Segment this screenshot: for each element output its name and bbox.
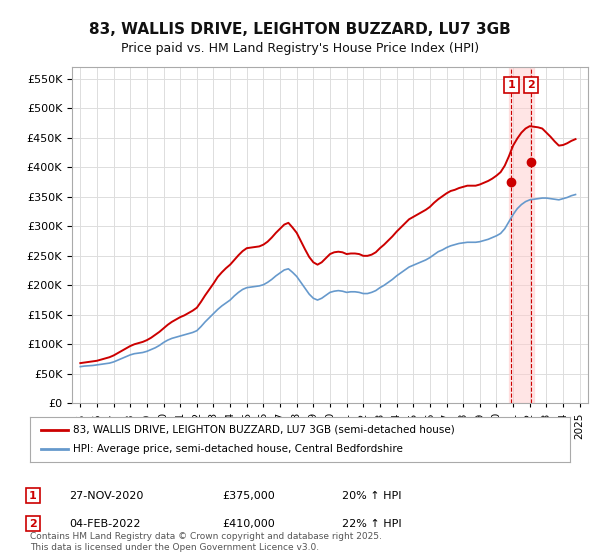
HPI: Average price, semi-detached house, Central Bedfordshire: (2.02e+03, 3.54e+05): Average price, semi-detached house, Cent… [572, 191, 579, 198]
HPI: Average price, semi-detached house, Central Bedfordshire: (2.02e+03, 3.45e+05): Average price, semi-detached house, Cent… [555, 197, 562, 203]
83, WALLIS DRIVE, LEIGHTON BUZZARD, LU7 3GB (semi-detached house) [572, 136, 579, 142]
HPI: Average price, semi-detached house, Central Bedfordshire: (2e+03, 1.16e+05): Average price, semi-detached house, Cent… [181, 332, 188, 338]
HPI: Average price, semi-detached house, Central Bedfordshire: (2e+03, 6.2e+04): Average price, semi-detached house, Cent… [77, 363, 84, 370]
Bar [509, 67, 534, 403]
HPI: Average price, semi-detached house, Central Bedfordshire: (2.01e+03, 1.89e+05): Average price, semi-detached house, Cent… [352, 288, 359, 295]
Text: 1: 1 [29, 491, 37, 501]
Text: £410,000: £410,000 [222, 519, 275, 529]
Text: 22% ↑ HPI: 22% ↑ HPI [342, 519, 401, 529]
Text: 20% ↑ HPI: 20% ↑ HPI [342, 491, 401, 501]
Text: £375,000: £375,000 [222, 491, 275, 501]
HPI: Average price, semi-detached house, Central Bedfordshire: (2.02e+03, 2.4e+05): Average price, semi-detached house, Cent… [418, 258, 425, 265]
Text: 04-FEB-2022: 04-FEB-2022 [69, 519, 140, 529]
Text: Price paid vs. HM Land Registry's House Price Index (HPI): Price paid vs. HM Land Registry's House … [121, 42, 479, 55]
Text: 83, WALLIS DRIVE, LEIGHTON BUZZARD, LU7 3GB (semi-detached house): 83, WALLIS DRIVE, LEIGHTON BUZZARD, LU7 … [73, 424, 455, 435]
Line: HPI: Average price, semi-detached house, Central Bedfordshire: HPI: Average price, semi-detached house,… [80, 194, 575, 367]
83, WALLIS DRIVE, LEIGHTON BUZZARD, LU7 3GB (semi-detached house) [77, 360, 84, 366]
83, WALLIS DRIVE, LEIGHTON BUZZARD, LU7 3GB (semi-detached house) [352, 250, 359, 257]
HPI: Average price, semi-detached house, Central Bedfordshire: (2.02e+03, 2.73e+05): Average price, semi-detached house, Cent… [468, 239, 475, 246]
Text: 2: 2 [29, 519, 37, 529]
HPI: Average price, semi-detached house, Central Bedfordshire: (2e+03, 1.52e+05): Average price, semi-detached house, Cent… [210, 310, 217, 317]
Text: 83, WALLIS DRIVE, LEIGHTON BUZZARD, LU7 3GB: 83, WALLIS DRIVE, LEIGHTON BUZZARD, LU7 … [89, 22, 511, 38]
83, WALLIS DRIVE, LEIGHTON BUZZARD, LU7 3GB (semi-detached house) [181, 312, 188, 319]
83, WALLIS DRIVE, LEIGHTON BUZZARD, LU7 3GB (semi-detached house) [526, 123, 533, 129]
83, WALLIS DRIVE, LEIGHTON BUZZARD, LU7 3GB (semi-detached house) [468, 183, 475, 189]
83, WALLIS DRIVE, LEIGHTON BUZZARD, LU7 3GB (semi-detached house) [210, 280, 217, 287]
83, WALLIS DRIVE, LEIGHTON BUZZARD, LU7 3GB (semi-detached house) [418, 209, 425, 216]
Text: Contains HM Land Registry data © Crown copyright and database right 2025.
This d: Contains HM Land Registry data © Crown c… [30, 532, 382, 552]
Text: 1: 1 [508, 80, 515, 90]
83, WALLIS DRIVE, LEIGHTON BUZZARD, LU7 3GB (semi-detached house) [559, 142, 566, 148]
Text: HPI: Average price, semi-detached house, Central Bedfordshire: HPI: Average price, semi-detached house,… [73, 445, 403, 455]
Text: 27-NOV-2020: 27-NOV-2020 [69, 491, 143, 501]
Line: 83, WALLIS DRIVE, LEIGHTON BUZZARD, LU7 3GB (semi-detached house): 83, WALLIS DRIVE, LEIGHTON BUZZARD, LU7 … [80, 126, 575, 363]
Text: 2: 2 [527, 80, 535, 90]
